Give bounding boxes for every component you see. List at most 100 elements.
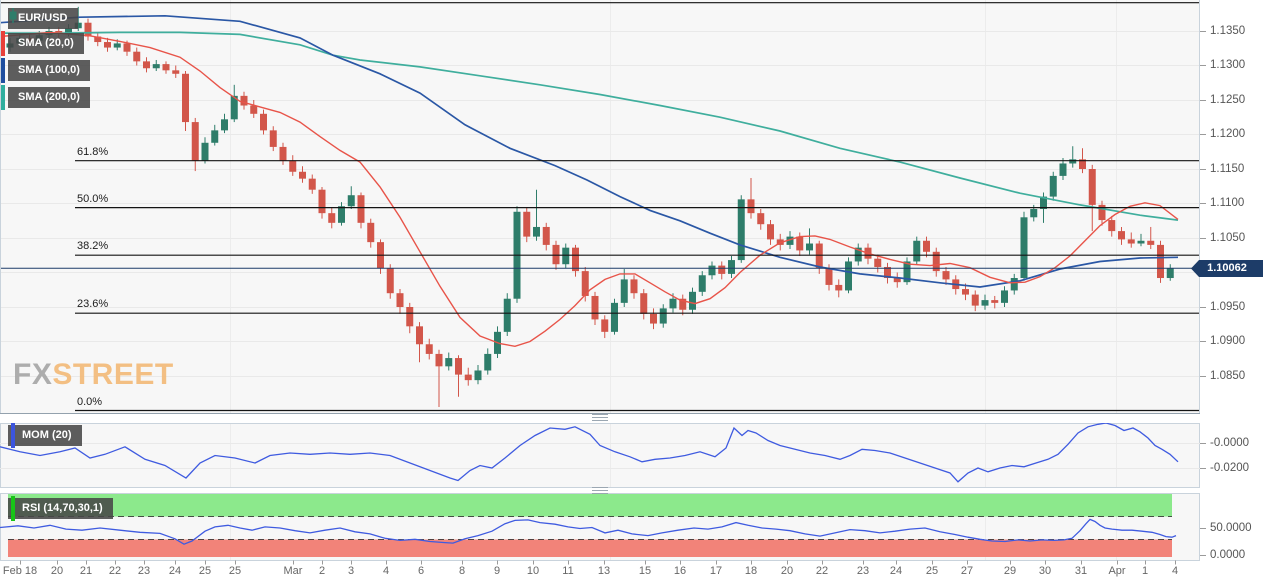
x-axis-label: 24 — [168, 565, 182, 577]
horizontal-gridlines — [0, 31, 1200, 469]
mom-panel[interactable] — [0, 423, 1200, 488]
x-axis-label: 30 — [1038, 565, 1052, 577]
candle-body — [523, 211, 531, 237]
mom-line — [0, 423, 1179, 483]
x-axis-label: 13 — [597, 565, 611, 577]
x-axis-label: 16 — [673, 565, 687, 577]
candle-body — [1049, 175, 1057, 197]
x-axis-label: 6 — [417, 565, 425, 577]
candle-body — [503, 298, 511, 332]
candle-body — [416, 326, 423, 345]
candle-body — [581, 271, 589, 296]
candle-body — [1010, 278, 1018, 291]
candle-body — [562, 247, 570, 265]
candle-body — [620, 279, 628, 303]
legend-rsi[interactable]: RSI (14,70,30,1) — [8, 496, 113, 521]
mom-swatch-icon — [11, 423, 15, 448]
x-axis-label: 31 — [1074, 565, 1088, 577]
legend-eurusd[interactable]: EUR/USD — [8, 8, 78, 29]
candle-body — [737, 199, 745, 261]
panel-resize-handle-rsi[interactable] — [592, 487, 608, 494]
x-axis-label: 22 — [815, 565, 829, 577]
candle-body — [367, 222, 375, 243]
sma200-line — [0, 31, 1179, 221]
price-axis-label: 1.1200 — [1210, 128, 1246, 140]
panel-resize-handle-mom[interactable] — [592, 414, 608, 421]
x-axis-label: 4 — [1171, 565, 1179, 577]
x-axis-label: 23 — [856, 565, 870, 577]
x-axis-label: 10 — [526, 565, 540, 577]
candle-body — [640, 293, 648, 314]
candle-body — [435, 353, 443, 367]
mom-axis-label: -0.0200 — [1210, 462, 1250, 474]
legend-sma20[interactable]: SMA (20,0) — [1, 31, 84, 56]
legend-mom[interactable]: MOM (20) — [8, 423, 82, 448]
logo-street: STREET — [52, 358, 174, 391]
candle-body — [923, 240, 930, 252]
x-axis-label: 29 — [1003, 565, 1017, 577]
candlestick-icon — [9, 8, 17, 23]
candle-body — [318, 189, 326, 214]
legend-sma100[interactable]: SMA (100,0) — [1, 58, 90, 83]
candle-body — [357, 195, 365, 223]
fib-level-label: 50.0% — [77, 192, 109, 205]
candle-body — [825, 268, 833, 285]
sma-lines-group — [0, 14, 1179, 348]
candle-body — [659, 308, 667, 324]
candle-body — [425, 344, 433, 354]
legend-sma100-label: SMA (100,0) — [18, 64, 80, 76]
legend-sma200-label: SMA (200,0) — [18, 91, 80, 103]
candle-body — [884, 266, 891, 279]
x-axis-label: 15 — [638, 565, 652, 577]
rsi-line — [0, 518, 1177, 545]
candle-body — [815, 243, 823, 269]
candle-body — [1137, 240, 1145, 244]
x-axis-label: 25 — [198, 565, 212, 577]
price-axis-label: 1.1250 — [1210, 94, 1246, 106]
x-axis-label: 18 — [744, 565, 758, 577]
candle-body — [230, 95, 238, 120]
logo-fx: FX — [13, 358, 53, 391]
candle-body — [260, 113, 267, 131]
candle-body — [152, 64, 160, 69]
candle-body — [182, 73, 189, 123]
current-price-badge: 1.10062 — [1191, 260, 1263, 277]
candle-body — [123, 43, 131, 52]
x-axis-label: 25 — [925, 565, 939, 577]
x-axis-label: 20 — [780, 565, 794, 577]
candle-body — [484, 353, 492, 371]
candle-body — [1127, 239, 1135, 244]
candle-body — [445, 358, 453, 367]
candle-body — [94, 36, 102, 43]
x-axis-label: 22 — [108, 565, 122, 577]
candle-body — [757, 213, 765, 225]
price-axis-label: 1.0850 — [1210, 370, 1246, 382]
candle-body — [728, 260, 735, 274]
fib-level-label: 61.8% — [77, 145, 109, 158]
x-axis-label: 1 — [1141, 565, 1149, 577]
candle-body — [1040, 196, 1047, 210]
rsi-oversold-band — [8, 539, 1172, 557]
legend-sma200[interactable]: SMA (200,0) — [1, 85, 90, 110]
rsi-overbought-band — [8, 494, 1172, 517]
main-panel[interactable] — [0, 0, 1200, 413]
candle-body — [1030, 209, 1038, 218]
candle-body — [542, 226, 550, 245]
candle-body — [806, 243, 813, 251]
legend-rsi-label: RSI (14,70,30,1) — [22, 502, 103, 514]
x-axis-label: 25 — [228, 565, 242, 577]
candle-body — [630, 279, 638, 294]
candle-body — [396, 293, 404, 307]
candle-body — [65, 28, 72, 34]
x-axis-label: 2 — [318, 565, 326, 577]
price-axis-label: 1.1150 — [1210, 163, 1245, 175]
price-axis-label: 1.1350 — [1210, 25, 1246, 37]
candle-body — [474, 370, 482, 381]
candle-body — [74, 22, 82, 29]
candle-body — [689, 291, 696, 310]
candle-body — [611, 302, 618, 332]
candle-body — [718, 265, 726, 274]
fib-level-label: 23.6% — [77, 298, 109, 311]
candle-body — [113, 43, 121, 48]
